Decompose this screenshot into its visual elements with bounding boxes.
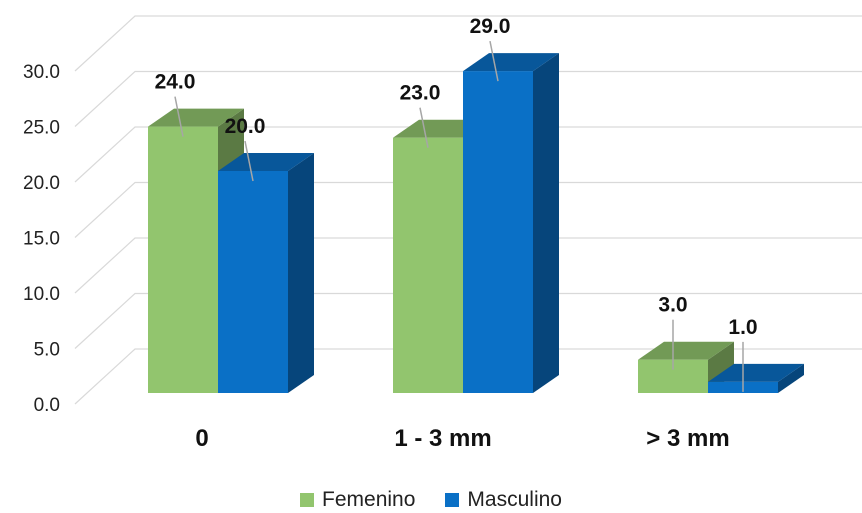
data-label: 23.0 [400, 82, 441, 105]
data-labels: 24.0 23.0 3.0 20.0 29.0 1.0 [155, 15, 758, 392]
legend-label-femenino: Femenino [322, 488, 416, 511]
legend-swatch-masculino [445, 493, 460, 507]
legend-label-masculino: Masculino [467, 488, 562, 511]
data-label: 3.0 [658, 294, 687, 317]
data-label: 1.0 [728, 316, 757, 339]
legend-item-masculino: Masculino [445, 488, 562, 512]
bar-side-1-1 [533, 53, 559, 393]
gridline [74, 292, 862, 349]
x-axis-categories: 0 1 - 3 mm > 3 mm [195, 425, 729, 452]
leader-line [489, 40, 499, 82]
leader-line [174, 96, 184, 137]
legend: Femenino Masculino [0, 488, 862, 512]
bar [463, 71, 533, 393]
data-label: 20.0 [225, 115, 266, 138]
bar-chart: 0.0 5.0 10.0 15.0 20.0 25.0 30.0 24.0 23.0 3.0 20… [23, 15, 862, 452]
y-tick-label: 30.0 [23, 62, 60, 83]
y-tick-label: 25.0 [23, 118, 60, 139]
legend-item-femenino: Femenino [300, 488, 415, 512]
bar-top-1-1 [463, 53, 559, 72]
bar [393, 137, 463, 393]
bar-side-1-0 [288, 153, 314, 393]
y-tick-label: 0.0 [34, 395, 60, 416]
category-label: > 3 mm [646, 425, 729, 452]
bar-top-0-2 [638, 341, 734, 360]
y-tick-label: 5.0 [34, 340, 60, 361]
bar-top-1-0 [218, 153, 314, 171]
bar-top-0-0 [148, 108, 244, 127]
gridline [74, 181, 862, 238]
data-label: 29.0 [470, 15, 511, 38]
bar-side-1-2 [778, 363, 804, 393]
gridline [74, 348, 862, 405]
leader-line [419, 107, 429, 148]
bar [148, 126, 218, 393]
category-label: 1 - 3 mm [394, 425, 491, 452]
bars [148, 53, 804, 393]
category-label: 0 [195, 425, 208, 452]
bar-top-1-2 [708, 363, 804, 382]
gridline [74, 237, 862, 294]
bar [218, 171, 288, 393]
y-tick-label: 15.0 [23, 229, 60, 250]
gridlines [74, 15, 862, 405]
gridline [74, 70, 862, 127]
legend-swatch-femenino [300, 493, 315, 507]
data-label: 24.0 [155, 71, 196, 94]
y-tick-label: 20.0 [23, 173, 60, 194]
gridline [74, 126, 862, 183]
y-axis-ticks: 0.0 5.0 10.0 15.0 20.0 25.0 30.0 [23, 62, 60, 416]
leader-line [244, 140, 254, 182]
gridline [74, 15, 862, 72]
y-tick-label: 10.0 [23, 284, 60, 305]
